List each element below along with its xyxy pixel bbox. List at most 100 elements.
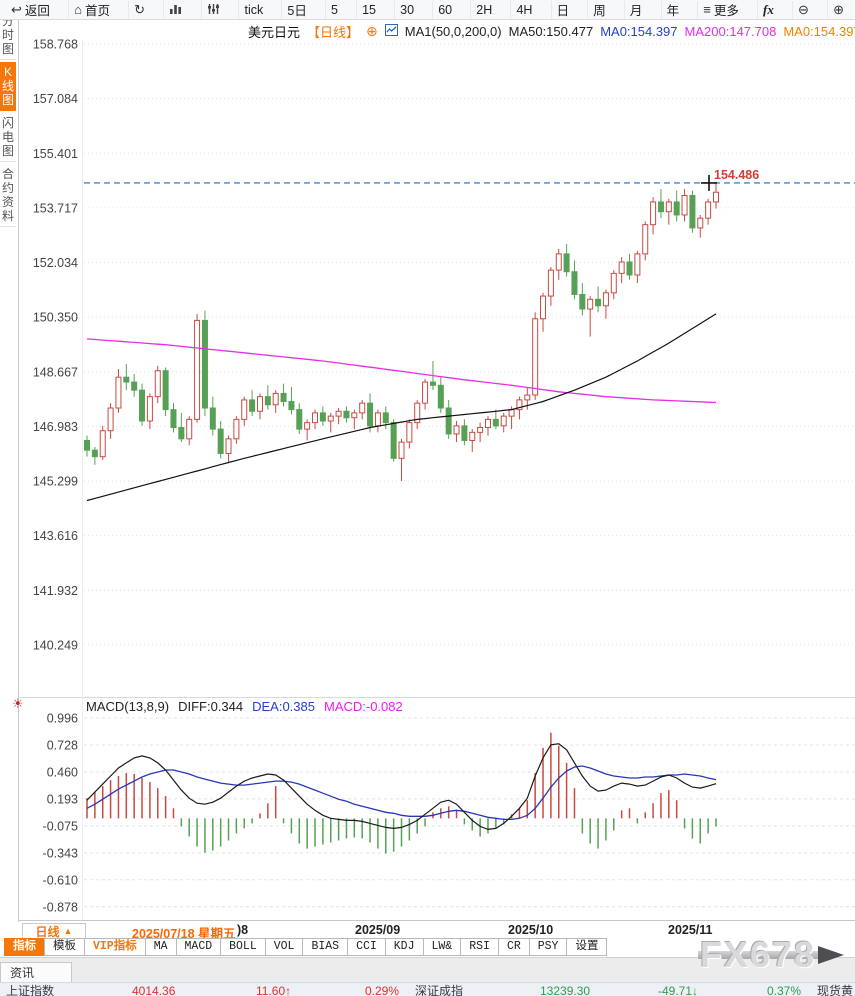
tab-news[interactable]: 资讯 <box>0 962 72 983</box>
news-row: 资讯 <box>0 957 855 983</box>
tab-kdj[interactable]: KDJ <box>384 938 424 956</box>
more-button[interactable]: ≡ 更多 <box>697 0 744 19</box>
sidebar-tab-candle-chart[interactable]: K线图 <box>0 62 16 111</box>
home-icon: ⌂ <box>74 2 82 17</box>
ticker-change-shanghai: 11.60↑ <box>256 984 292 996</box>
axis-label-october: 2025/10 <box>508 923 554 937</box>
symbol-name: 美元日元 <box>248 24 301 40</box>
svg-text:141.932: 141.932 <box>33 584 78 598</box>
refresh-button[interactable]: ↻ <box>128 0 150 19</box>
sidebar-tab-time-chart[interactable]: 分时图 <box>0 20 16 60</box>
svg-text:140.249: 140.249 <box>33 638 78 652</box>
ma0-blue-value: MA0:154.397 <box>600 23 678 39</box>
tab-bias[interactable]: BIAS <box>302 938 349 956</box>
ticker-value-shanghai: 4014.36 <box>132 984 176 996</box>
zoom-out-button[interactable]: ⊖ <box>792 0 814 19</box>
tab-indicators[interactable]: 指标 <box>4 938 45 956</box>
axis-label-november: 2025/11 <box>668 923 713 937</box>
svg-text:-0.610: -0.610 <box>43 873 78 887</box>
chart-header: 美元日元 【日线】 ⊕ MA1(50,0,200,0) MA50:150.477… <box>248 23 855 40</box>
back-arrow-icon: ↩ <box>11 2 22 17</box>
ma200-value: MA200:147.708 <box>684 23 777 39</box>
ma-definition: MA1(50,0,200,0) <box>404 23 502 39</box>
mini-chart-icon <box>384 23 398 39</box>
ticker-pct-shanghai: 0.29% <box>365 984 400 996</box>
period-tick-button[interactable]: tick <box>238 0 268 19</box>
ticker-change-shenzhen: -49.71↓ <box>658 984 699 996</box>
svg-text:145.299: 145.299 <box>33 475 78 489</box>
add-overlay-icon[interactable]: ⊕ <box>366 23 378 39</box>
period-2h-button[interactable]: 2H <box>470 0 497 19</box>
period-selector-button[interactable]: 日线 ▲ <box>22 923 86 939</box>
refresh-icon: ↻ <box>134 2 146 17</box>
svg-text:154.486: 154.486 <box>714 168 759 182</box>
ticker-pct-shenzhen: 0.37% <box>767 984 802 996</box>
svg-text:143.616: 143.616 <box>33 529 78 543</box>
period-5min-button[interactable]: 5 <box>325 0 343 19</box>
svg-text:155.401: 155.401 <box>33 147 78 161</box>
svg-text:0.728: 0.728 <box>47 738 78 752</box>
period-year-button[interactable]: 年 <box>660 0 685 19</box>
zoom-in-button[interactable]: ⊕ <box>827 0 849 19</box>
period-60min-button[interactable]: 60 <box>432 0 457 19</box>
ma0-orange-value: MA0:154.397 <box>783 23 855 39</box>
chart-type-button[interactable] <box>163 0 188 19</box>
tab-boll[interactable]: BOLL <box>220 938 266 956</box>
tab-lwr[interactable]: LW& <box>422 938 462 956</box>
chart-region: 158.768 157.084 155.401 153.717 152.034 150.3… <box>0 20 855 922</box>
back-button[interactable]: ↩ 返回 <box>6 1 55 19</box>
home-button[interactable]: ⌂ 首页 <box>68 0 115 19</box>
tab-cci[interactable]: CCI <box>347 938 386 956</box>
zoom-out-icon: ⊖ <box>798 2 809 17</box>
back-label: 返回 <box>24 4 50 18</box>
svg-text:-0.878: -0.878 <box>43 900 78 914</box>
ticker-name-gold: 现货黄 <box>817 984 854 996</box>
macd-dea-value: DEA:0.385 <box>252 699 315 714</box>
svg-text:153.717: 153.717 <box>33 201 78 215</box>
tab-settings[interactable]: 设置 <box>566 938 608 956</box>
svg-text:152.034: 152.034 <box>33 256 78 270</box>
tab-vol[interactable]: VOL <box>264 938 304 956</box>
period-day-button[interactable]: 日 <box>550 0 575 19</box>
bar-chart-icon <box>169 3 183 17</box>
ticker-value-shenzhen: 13239.30 <box>540 984 591 996</box>
fx-button[interactable]: fx <box>757 0 779 19</box>
left-sidebar: 分时图 K线图 闪电图 合约资料 <box>0 20 19 922</box>
tab-cr[interactable]: CR <box>497 938 530 956</box>
period-5day-button[interactable]: 5日 <box>281 0 311 19</box>
tab-rsi[interactable]: RSI <box>460 938 499 956</box>
top-toolbar: ↩ 返回 ⌂ 首页 ↻ tick 5日 5 15 30 60 2H 4H 日 周 月… <box>0 0 855 20</box>
crosshair-date-label: 2025/07/18 星期五 <box>132 927 236 941</box>
period-15min-button[interactable]: 15 <box>356 0 381 19</box>
tab-templates[interactable]: 模板 <box>44 938 85 956</box>
sidebar-tab-lightning-chart[interactable]: 闪电图 <box>0 113 16 162</box>
home-label: 首页 <box>84 4 110 18</box>
period-week-button[interactable]: 周 <box>587 0 611 19</box>
indicator-settings-button[interactable] <box>201 0 225 19</box>
fx-icon: fx <box>763 1 774 17</box>
period-selector-label: 日线 <box>35 924 60 939</box>
macd-definition: MACD(13,8,9) <box>86 699 170 714</box>
tab-psy[interactable]: PSY <box>528 938 568 956</box>
period-month-button[interactable]: 月 <box>623 0 648 19</box>
svg-text:0.996: 0.996 <box>47 712 78 726</box>
macd-diff-value: DIFF:0.344 <box>178 699 244 714</box>
sliders-icon <box>207 3 220 17</box>
axis-label-august-partial: )8 <box>237 923 249 937</box>
tab-macd[interactable]: MACD <box>175 938 222 956</box>
svg-text:146.983: 146.983 <box>33 420 78 434</box>
svg-text:-0.343: -0.343 <box>43 846 78 860</box>
tab-ma[interactable]: MA <box>144 938 177 956</box>
chart-plot-area[interactable]: 158.768 157.084 155.401 153.717 152.034 150.3… <box>0 20 855 922</box>
sidebar-tab-contract-info[interactable]: 合约资料 <box>0 164 16 227</box>
period-4h-button[interactable]: 4H <box>510 0 537 19</box>
tab-vip-indicators[interactable]: VIP指标 <box>84 938 146 956</box>
svg-text:157.084: 157.084 <box>33 92 78 106</box>
svg-text:148.667: 148.667 <box>33 365 78 379</box>
indicator-tab-bar: 指标 模板 VIP指标 MA MACD BOLL VOL BIAS CCI KD… <box>0 938 855 957</box>
svg-text:0.460: 0.460 <box>47 765 78 779</box>
period-30min-button[interactable]: 30 <box>394 0 419 19</box>
macd-hist-value: MACD:-0.082 <box>323 699 403 714</box>
macd-settings-icon[interactable]: ☀ <box>12 696 24 711</box>
